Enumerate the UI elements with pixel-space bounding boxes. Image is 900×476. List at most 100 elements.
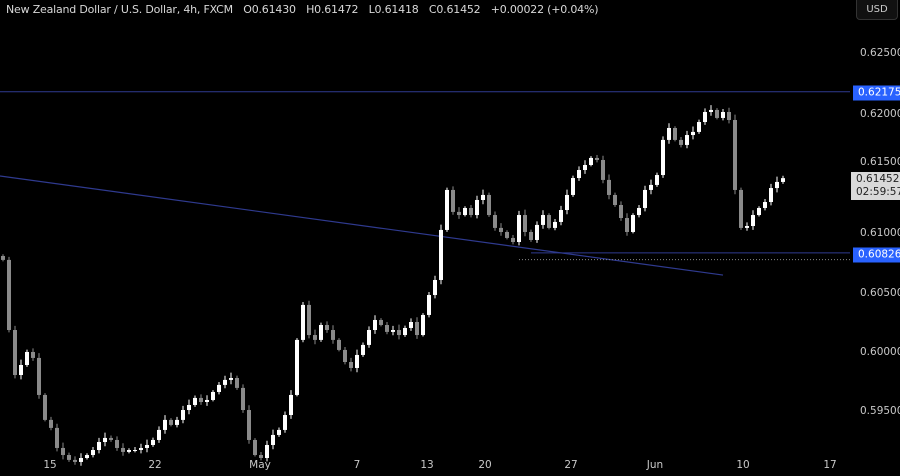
candle-body	[379, 319, 383, 325]
candle-body	[511, 237, 515, 243]
candle-body	[205, 399, 209, 403]
candle-body	[43, 394, 47, 420]
time-tick: 15	[43, 459, 57, 471]
price-tick: 0.61500	[860, 156, 900, 168]
candle-body	[595, 157, 599, 160]
candle-body	[757, 207, 761, 216]
candle-body	[661, 139, 665, 176]
candle-body	[223, 379, 227, 385]
candle-body	[73, 459, 77, 462]
bar-countdown: 02:59:57	[856, 186, 900, 198]
candle-body	[103, 437, 107, 443]
candle-body	[769, 188, 773, 203]
candle-body	[607, 179, 611, 195]
candle-body	[121, 447, 125, 452]
candle-body	[535, 224, 539, 240]
candle-body	[175, 419, 179, 425]
candle-body	[619, 204, 623, 219]
candle-body	[721, 111, 725, 118]
candle-body	[583, 164, 587, 171]
candle-body	[283, 415, 287, 430]
candle-body	[409, 322, 413, 328]
time-tick: 20	[478, 459, 492, 471]
candle-body	[553, 221, 557, 228]
candle-body	[127, 450, 131, 452]
candle-body	[109, 437, 113, 440]
candle-body	[271, 434, 275, 445]
candle-body	[415, 322, 419, 336]
candle-body	[481, 194, 485, 200]
candle-body	[469, 207, 473, 216]
candle-body	[313, 335, 317, 340]
candle-body	[373, 319, 377, 331]
candle-body	[367, 330, 371, 345]
candle-body	[487, 194, 491, 216]
candle-body	[85, 455, 89, 459]
candle-body	[397, 330, 401, 336]
ohlc-low: L0.61418	[368, 3, 419, 16]
candle-body	[547, 215, 551, 228]
candle-body	[751, 215, 755, 227]
trendline	[0, 175, 724, 276]
candle-body	[139, 447, 143, 451]
candle-body	[163, 419, 167, 430]
candle-body	[631, 215, 635, 232]
candle-body	[259, 455, 263, 459]
candle-body	[343, 349, 347, 363]
candle-body	[13, 330, 17, 376]
candle-body	[181, 410, 185, 420]
candle-body	[505, 231, 509, 238]
candle-body	[445, 189, 449, 230]
candle-body	[733, 119, 737, 190]
candle-body	[541, 215, 545, 225]
candle-body	[655, 175, 659, 185]
time-tick: Jun	[646, 459, 664, 471]
candle-body	[277, 429, 281, 435]
candle-body	[523, 215, 527, 232]
candle-body	[37, 357, 41, 395]
candle-body	[451, 189, 455, 212]
candle-body	[67, 455, 71, 460]
candle-body	[385, 324, 389, 332]
currency-button[interactable]: USD	[856, 0, 898, 20]
candle-body	[151, 439, 155, 445]
candle-body	[427, 295, 431, 315]
candle-body	[391, 330, 395, 332]
candle-body	[361, 344, 365, 355]
candle-body	[649, 184, 653, 190]
candle-body	[457, 211, 461, 216]
candle-body	[211, 391, 215, 400]
candle-body	[229, 378, 233, 380]
candle-body	[19, 364, 23, 376]
candle-body	[715, 109, 719, 118]
candle-body	[97, 442, 101, 451]
candle-body	[199, 397, 203, 403]
price-tick: 0.62000	[860, 108, 900, 120]
candle-body	[565, 194, 569, 211]
candle-body	[349, 362, 353, 368]
candle-body	[247, 410, 251, 440]
candle-body	[739, 189, 743, 228]
candle-body	[499, 227, 503, 232]
ohlc-open: O0.61430	[243, 3, 296, 16]
candle-body	[475, 199, 479, 216]
candle-body	[601, 159, 605, 180]
candle-body	[49, 419, 53, 428]
symbol-title: New Zealand Dollar / U.S. Dollar, 4h, FX…	[6, 3, 233, 16]
candle-body	[697, 122, 701, 132]
candle-body	[643, 189, 647, 208]
candle-body	[727, 111, 731, 120]
time-tick: 22	[148, 459, 162, 471]
candle-body	[637, 207, 641, 216]
current-price: 0.61452	[856, 173, 900, 185]
candle-body	[625, 218, 629, 232]
candle-body	[517, 215, 521, 243]
candle-body	[301, 304, 305, 340]
candle-body	[157, 429, 161, 440]
price-chart[interactable]	[0, 0, 850, 476]
candle-body	[667, 127, 671, 140]
candle-body	[433, 279, 437, 296]
candle-body	[403, 327, 407, 336]
candle-body	[91, 450, 95, 456]
candle-body	[61, 447, 65, 456]
